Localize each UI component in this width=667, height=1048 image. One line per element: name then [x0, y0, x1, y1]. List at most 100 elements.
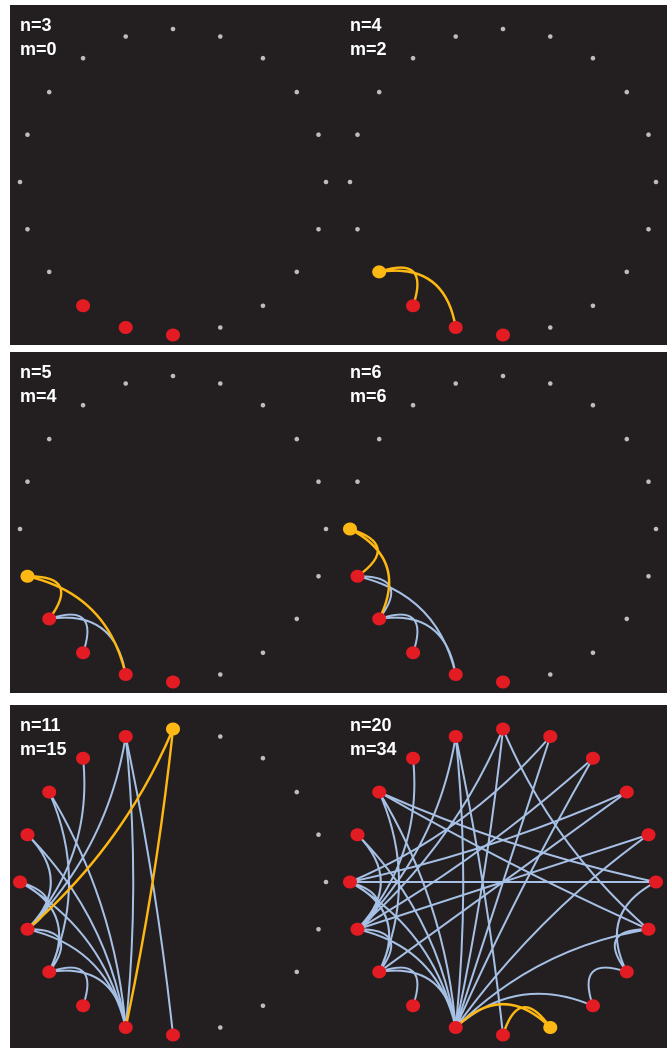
graph-canvas	[340, 5, 667, 345]
graph-node	[343, 876, 357, 889]
empty-slot-dot	[25, 227, 30, 232]
graph-node	[496, 1029, 510, 1042]
new-node	[372, 265, 386, 278]
graph-node	[586, 999, 600, 1012]
empty-slot-dot	[548, 325, 553, 330]
edge-count-label: m=34	[350, 737, 397, 761]
empty-slot-dot	[646, 132, 651, 137]
panel-label: n=20 m=34	[350, 713, 397, 761]
empty-slot-dot	[294, 790, 299, 795]
node-count-label: n=5	[20, 360, 57, 384]
empty-slot-dot	[324, 180, 329, 185]
empty-slot-dot	[261, 1003, 266, 1008]
graph-panel: n=4 m=2	[340, 5, 667, 345]
graph-node	[372, 786, 386, 799]
empty-slot-dot	[18, 527, 23, 532]
graph-node	[119, 730, 133, 743]
empty-slot-dot	[316, 479, 321, 484]
empty-slot-dot	[218, 381, 223, 386]
empty-slot-dot	[123, 381, 128, 386]
new-node	[343, 523, 357, 536]
edge-count-label: m=0	[20, 37, 57, 61]
empty-slot-dot	[218, 325, 223, 330]
empty-slot-dot	[646, 574, 651, 579]
graph-node	[620, 965, 634, 978]
graph-node	[119, 321, 133, 334]
empty-slot-dot	[646, 227, 651, 232]
graph-node	[76, 646, 90, 659]
empty-slot-dot	[591, 650, 596, 655]
empty-slot-dot	[654, 180, 659, 185]
graph-node	[449, 668, 463, 681]
graph-panel: n=11 m=15	[10, 705, 340, 1048]
graph-node	[20, 923, 34, 936]
new-node	[20, 570, 34, 583]
empty-slot-dot	[316, 574, 321, 579]
empty-slot-dot	[591, 303, 596, 308]
graph-edge	[20, 882, 126, 1028]
graph-node	[543, 730, 557, 743]
node-count-label: n=20	[350, 713, 397, 737]
empty-slot-dot	[47, 270, 52, 275]
empty-slot-dot	[18, 180, 23, 185]
empty-slot-dot	[25, 132, 30, 137]
panel-label: n=3 m=0	[20, 13, 57, 61]
graph-node	[42, 612, 56, 625]
node-count-label: n=4	[350, 13, 387, 37]
empty-slot-dot	[316, 927, 321, 932]
graph-edge	[358, 929, 392, 972]
empty-slot-dot	[453, 34, 458, 39]
empty-slot-dot	[171, 27, 176, 32]
graph-node	[496, 723, 510, 736]
new-node	[543, 1021, 557, 1034]
graph-node	[449, 321, 463, 334]
node-count-label: n=3	[20, 13, 57, 37]
edge-count-label: m=2	[350, 37, 387, 61]
empty-slot-dot	[501, 27, 506, 32]
graph-edge	[350, 792, 627, 882]
empty-slot-dot	[218, 1025, 223, 1030]
empty-slot-dot	[548, 672, 553, 677]
graph-node	[166, 1029, 180, 1042]
empty-slot-dot	[316, 227, 321, 232]
empty-slot-dot	[377, 437, 382, 442]
graph-panel: n=20 m=34	[340, 705, 667, 1048]
empty-slot-dot	[654, 527, 659, 532]
empty-slot-dot	[324, 527, 329, 532]
empty-slot-dot	[47, 90, 52, 95]
graph-node	[119, 1021, 133, 1034]
graph-node	[406, 752, 420, 765]
graph-node	[496, 676, 510, 689]
empty-slot-dot	[218, 734, 223, 739]
graph-node	[620, 786, 634, 799]
empty-slot-dot	[261, 756, 266, 761]
graph-node	[20, 828, 34, 841]
empty-slot-dot	[316, 832, 321, 837]
graph-edge	[126, 737, 134, 1028]
edge-count-label: m=6	[350, 384, 387, 408]
graph-node	[642, 923, 656, 936]
graph-node	[406, 299, 420, 312]
empty-slot-dot	[411, 403, 416, 408]
empty-slot-dot	[123, 34, 128, 39]
empty-slot-dot	[624, 437, 629, 442]
empty-slot-dot	[47, 437, 52, 442]
graph-node	[406, 646, 420, 659]
graph-node	[166, 676, 180, 689]
empty-slot-dot	[355, 479, 360, 484]
empty-slot-dot	[294, 90, 299, 95]
graph-node	[649, 876, 663, 889]
empty-slot-dot	[171, 374, 176, 379]
graph-node	[642, 828, 656, 841]
empty-slot-dot	[81, 403, 86, 408]
empty-slot-dot	[348, 180, 353, 185]
empty-slot-dot	[377, 90, 382, 95]
empty-slot-dot	[591, 403, 596, 408]
graph-node	[119, 668, 133, 681]
graph-node	[406, 999, 420, 1012]
empty-slot-dot	[218, 34, 223, 39]
graph-panel: n=5 m=4	[10, 352, 340, 693]
empty-slot-dot	[81, 56, 86, 61]
empty-slot-dot	[646, 479, 651, 484]
empty-slot-dot	[261, 650, 266, 655]
